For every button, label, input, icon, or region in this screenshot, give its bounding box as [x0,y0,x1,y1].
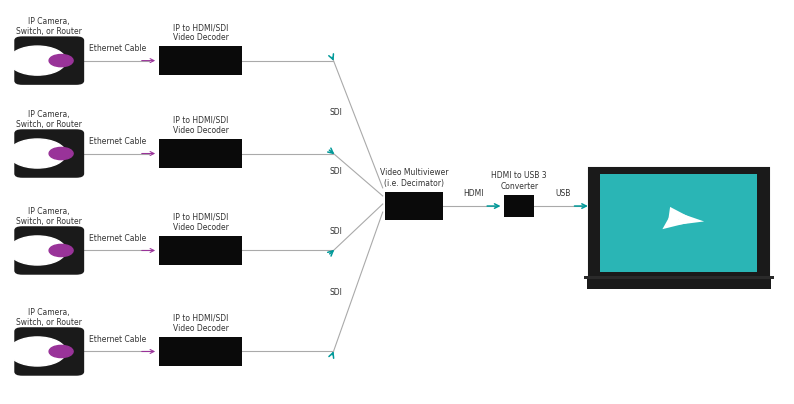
FancyBboxPatch shape [14,226,84,275]
Circle shape [9,46,66,75]
Text: SDI: SDI [330,108,342,117]
Text: HDMI: HDMI [464,189,484,198]
Text: Ethernet Cable: Ethernet Cable [89,137,146,146]
Text: USB: USB [555,189,571,198]
Circle shape [9,236,66,265]
Text: IP Camera,
Switch, or Router: IP Camera, Switch, or Router [17,207,82,226]
FancyBboxPatch shape [14,129,84,178]
Bar [159,337,242,366]
Bar [385,192,443,220]
Bar [159,46,242,75]
Text: SDI: SDI [330,288,342,297]
Bar [159,139,242,168]
Text: Ethernet Cable: Ethernet Cable [89,234,146,243]
Circle shape [49,244,73,257]
Polygon shape [662,215,688,229]
Bar [587,277,771,289]
FancyBboxPatch shape [14,36,84,85]
Text: Ethernet Cable: Ethernet Cable [89,44,146,53]
Text: IP Camera,
Switch, or Router: IP Camera, Switch, or Router [17,17,82,36]
Bar [600,174,757,272]
Text: HDMI to USB 3
Converter: HDMI to USB 3 Converter [491,171,547,191]
Circle shape [49,345,73,358]
Bar [159,236,242,265]
Text: IP to HDMI/SDI
Video Decoder: IP to HDMI/SDI Video Decoder [172,213,229,232]
Text: SDI: SDI [330,227,342,236]
Text: IP to HDMI/SDI
Video Decoder: IP to HDMI/SDI Video Decoder [172,23,229,42]
Circle shape [9,337,66,366]
FancyBboxPatch shape [589,168,769,278]
Text: Video Multiviewer
(i.e. Decimator): Video Multiviewer (i.e. Decimator) [380,168,449,188]
Text: SDI: SDI [330,167,342,176]
Text: Ethernet Cable: Ethernet Cable [89,335,146,344]
Text: IP Camera,
Switch, or Router: IP Camera, Switch, or Router [17,110,82,129]
Bar [584,276,774,279]
Circle shape [9,139,66,168]
Polygon shape [668,207,690,221]
Text: IP to HDMI/SDI
Video Decoder: IP to HDMI/SDI Video Decoder [172,116,229,135]
Text: IP Camera,
Switch, or Router: IP Camera, Switch, or Router [17,308,82,327]
Circle shape [49,55,73,67]
FancyBboxPatch shape [14,327,84,376]
Text: IP to HDMI/SDI
Video Decoder: IP to HDMI/SDI Video Decoder [172,314,229,333]
Circle shape [49,147,73,160]
Bar [504,195,534,217]
Polygon shape [676,213,704,225]
